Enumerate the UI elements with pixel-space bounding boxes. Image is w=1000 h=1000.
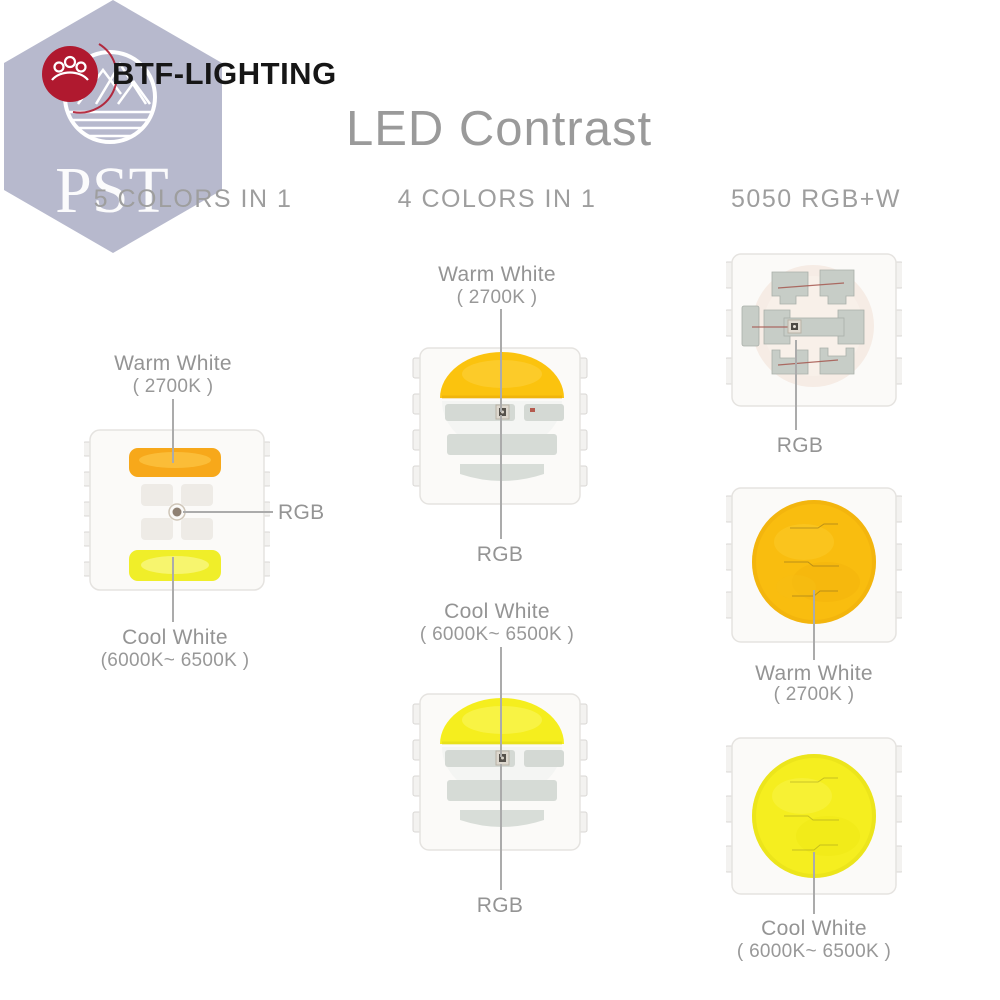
btf-logo-icon [42, 43, 118, 114]
red-fleck [530, 408, 535, 412]
connector-line [813, 852, 815, 914]
column-header-5050rgbw: 5050 RGB+W [731, 185, 901, 213]
rgb-die-cluster [141, 484, 213, 540]
dome-edge [442, 741, 562, 745]
connector-line [183, 511, 273, 513]
led-chip-5050-warm-white [726, 487, 902, 643]
dome-edge [442, 395, 562, 399]
label-rgb: RGB [476, 543, 524, 566]
connector-line [500, 647, 502, 757]
dome-highlight [462, 360, 542, 388]
connector-line [500, 309, 502, 412]
warm-white-phosphor-dome [440, 352, 564, 398]
bond-wires [784, 523, 839, 597]
dome-highlight [462, 706, 542, 734]
emitter-highlight [141, 556, 209, 574]
emitter-highlight [139, 452, 211, 468]
rgb-die [172, 507, 182, 517]
label-warm-white: Warm White [755, 662, 873, 685]
die-glint [501, 410, 504, 414]
connector-line [172, 399, 174, 463]
label-cool-white-temp: (6000K~ 6500K ) [100, 650, 250, 671]
connector-line [795, 340, 797, 430]
electrodes [445, 750, 564, 827]
phosphor-mottling [774, 524, 860, 602]
die-glint [501, 756, 504, 760]
brand-name: BTF-LIGHTING [112, 56, 337, 91]
led-chip-5colors-in-1 [84, 429, 270, 591]
connector-line [813, 590, 815, 660]
phosphor-mottling [772, 778, 860, 856]
connector-line [500, 764, 502, 890]
label-warm-white: Warm White [438, 263, 556, 286]
led-chip-5050-rgb [726, 253, 902, 407]
column-header-4in1: 4 COLORS IN 1 [397, 185, 597, 213]
label-rgb: RGB [476, 894, 524, 917]
connector-line [172, 557, 174, 622]
label-cool-white: Cool White [761, 917, 867, 940]
page-title: LED Contrast [345, 102, 653, 156]
label-warm-white-temp: ( 2700K ) [456, 287, 538, 308]
column-header-5in1: 5 COLORS IN 1 [93, 185, 293, 213]
label-rgb: RGB [278, 501, 325, 524]
watermark-text: PST [55, 154, 169, 227]
label-rgb: RGB [776, 434, 824, 457]
label-warm-white-temp: ( 2700K ) [132, 376, 214, 397]
label-warm-white-temp: ( 2700K ) [773, 684, 855, 705]
label-warm-white: Warm White [114, 352, 232, 375]
btf-logo-swoosh [72, 43, 118, 114]
btf-logo-crest [51, 55, 89, 81]
label-cool-white: Cool White [122, 626, 228, 649]
btf-logo-circle [42, 46, 98, 102]
cool-white-phosphor-dome [440, 698, 564, 744]
bond-wires [752, 282, 845, 366]
die-glint [793, 325, 796, 328]
led-chip-5050-cool-white [726, 737, 902, 895]
label-cool-white-temp: ( 6000K~ 6500K ) [419, 624, 575, 645]
label-cool-white: Cool White [444, 600, 550, 623]
bond-wires [784, 777, 839, 851]
label-cool-white-temp: ( 6000K~ 6500K ) [736, 941, 892, 962]
connector-line [500, 415, 502, 539]
